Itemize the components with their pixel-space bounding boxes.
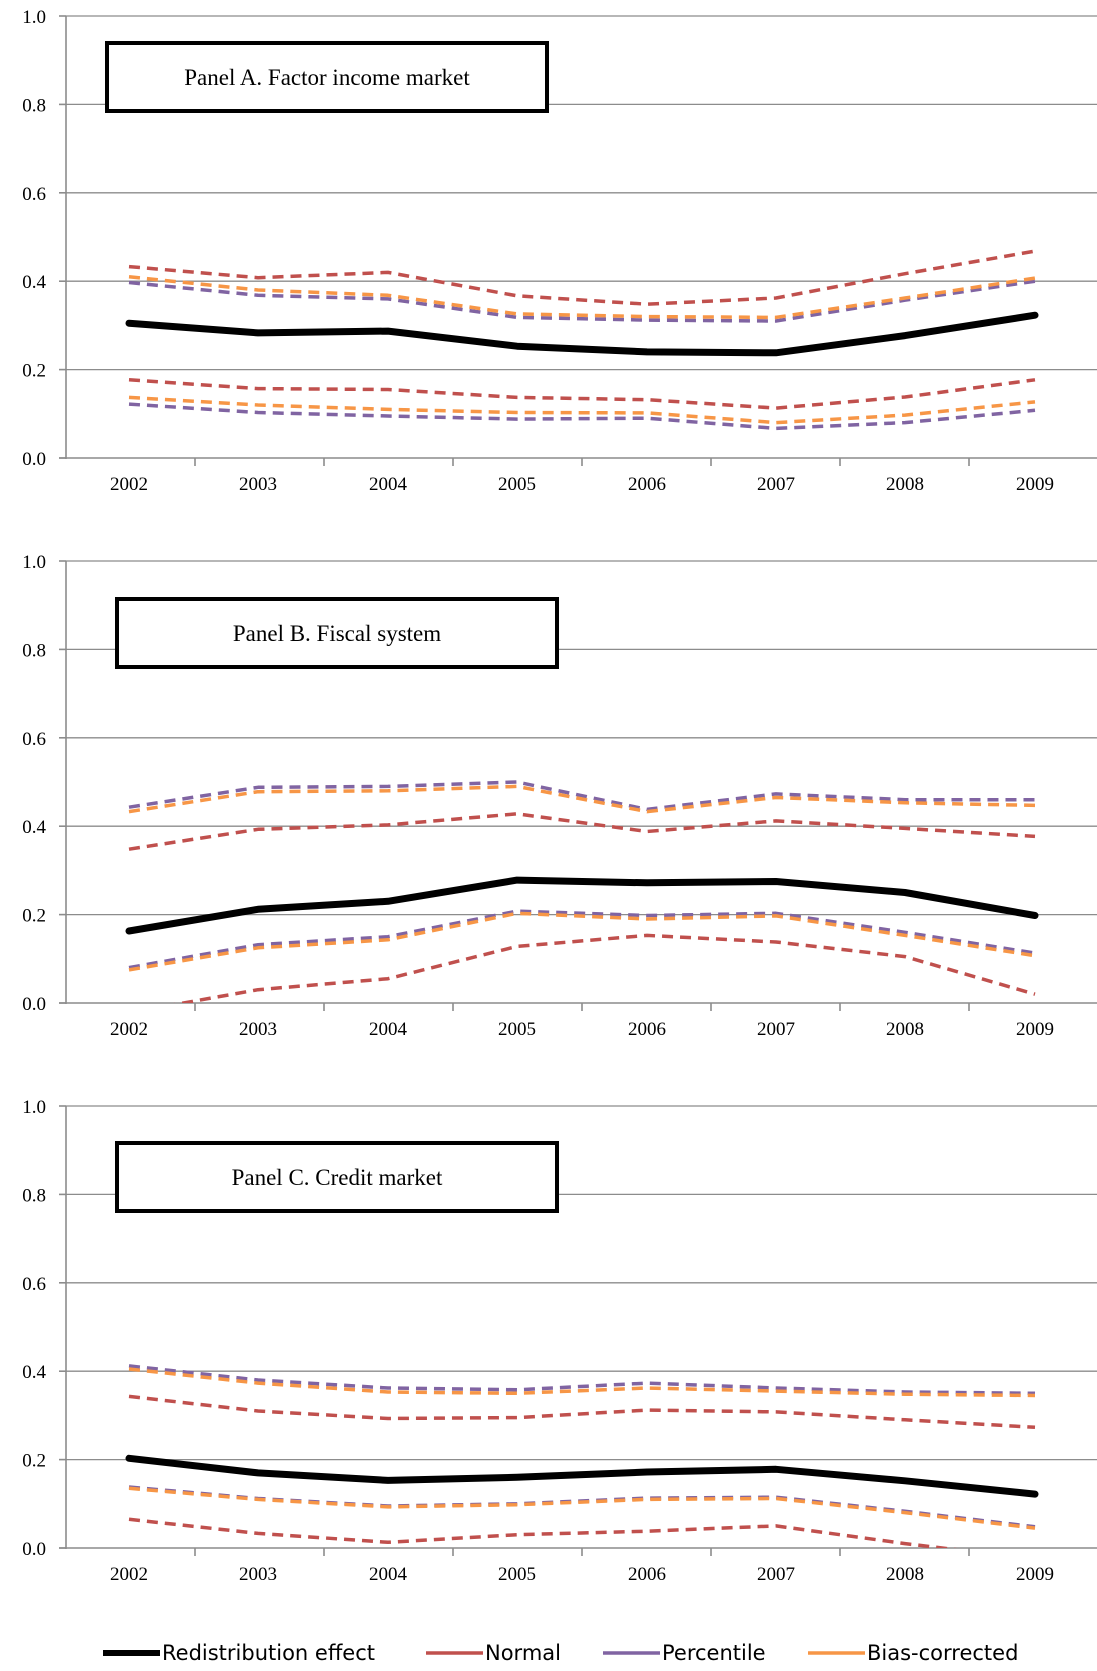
series-line-percentile-lower [128, 402, 1036, 431]
series-line-redistribution [125, 876, 1039, 935]
series-line-redistribution [125, 311, 1039, 357]
x-tick-label: 2007 [757, 1019, 795, 1040]
series-lines [125, 780, 1039, 1003]
panel-b: 0.0 0.2 0.4 0.6 0.8 1.0 2002 2003 2004 2005 2006 20… [22, 552, 1097, 1040]
x-tick-label: 2009 [1016, 474, 1054, 495]
series-line-redistribution [125, 1454, 1039, 1498]
x-tick-label: 2003 [239, 1564, 277, 1585]
y-tick-label: 0.0 [22, 1539, 46, 1560]
series-line-normal-lower [128, 378, 1036, 410]
series-line-normal-upper [128, 1394, 1036, 1430]
legend-label-bias-corrected: Bias-corrected [867, 1641, 1018, 1665]
x-tick-label: 2003 [239, 474, 277, 495]
x-tick-label: 2006 [628, 474, 666, 495]
series-line-percentile-upper [128, 780, 1035, 812]
x-tick-label: 2005 [498, 1019, 536, 1040]
panel-title-box [115, 597, 559, 669]
y-tick-label: 0.4 [22, 1362, 46, 1383]
y-tick-label: 0.6 [22, 1274, 46, 1295]
y-tick-label: 0.4 [22, 272, 46, 293]
x-tick-label: 2003 [239, 1019, 277, 1040]
x-tick-label: 2006 [628, 1564, 666, 1585]
x-tick-label: 2005 [498, 474, 536, 495]
y-tick-label: 0.0 [22, 449, 46, 470]
x-tick-label: 2008 [886, 474, 924, 495]
x-tick-label: 2004 [369, 474, 408, 495]
series-line-bias-lower [128, 1486, 1036, 1530]
series-line-normal-upper [128, 249, 1036, 306]
y-tick-label: 0.4 [22, 817, 46, 838]
panel-title-box [105, 41, 549, 113]
x-tick-label: 2008 [886, 1019, 924, 1040]
y-tick-label: 1.0 [22, 1097, 46, 1118]
y-tick-label: 1.0 [22, 552, 46, 573]
panel-title-box [115, 1141, 559, 1213]
y-tick-label: 0.6 [22, 184, 46, 205]
x-tick-label: 2007 [757, 1564, 795, 1585]
y-tick-label: 0.8 [22, 1185, 46, 1206]
panel-title: Panel A. Factor income market [184, 65, 470, 90]
x-tick-label: 2009 [1016, 1019, 1054, 1040]
panel-title: Panel B. Fiscal system [233, 621, 441, 646]
series-line-normal-upper [128, 812, 1036, 851]
series-line-percentile-lower [128, 1485, 1036, 1529]
series-line-bias-lower [128, 911, 1036, 972]
series-line-percentile-lower [128, 909, 1036, 970]
y-tick-label: 0.2 [22, 1451, 46, 1472]
legend: Redistribution effect Normal Percentile … [103, 1641, 1018, 1665]
y-tick-label: 0.6 [22, 729, 46, 750]
y-tick-label: 0.2 [22, 906, 46, 927]
x-tick-label: 2007 [757, 474, 795, 495]
series-line-percentile-upper [128, 1364, 1036, 1396]
y-tick-label: 0.0 [22, 994, 46, 1015]
legend-label-redistribution: Redistribution effect [162, 1641, 375, 1665]
series-line-normal-lower [128, 1517, 958, 1548]
x-tick-label: 2002 [110, 474, 148, 495]
x-tick-label: 2009 [1016, 1564, 1054, 1585]
series-line-bias-upper [128, 275, 1036, 320]
series-line-normal-lower [173, 933, 1036, 1003]
y-tick-label: 0.8 [22, 95, 46, 116]
series-line-bias-upper [128, 1367, 1036, 1398]
x-tick-label: 2008 [886, 1564, 924, 1585]
panel-title: Panel C. Credit market [232, 1165, 443, 1190]
x-tick-label: 2005 [498, 1564, 536, 1585]
series-line-bias-upper [128, 784, 1036, 814]
series-lines [125, 249, 1039, 431]
x-tick-label: 2004 [369, 1019, 408, 1040]
series-lines [125, 1364, 1039, 1548]
series-line-percentile-upper [128, 279, 1036, 323]
series-line-bias-lower [128, 395, 1036, 425]
x-tick-label: 2002 [110, 1019, 148, 1040]
y-tick-label: 1.0 [22, 7, 46, 28]
x-tick-label: 2004 [369, 1564, 408, 1585]
y-tick-label: 0.8 [22, 640, 46, 661]
legend-label-percentile: Percentile [662, 1641, 766, 1665]
x-tick-label: 2002 [110, 1564, 148, 1585]
panel-c: 0.0 0.2 0.4 0.6 0.8 1.0 2002 2003 2004 2005 2006 20… [22, 1097, 1097, 1585]
x-tick-label: 2006 [628, 1019, 666, 1040]
y-tick-label: 0.2 [22, 361, 46, 382]
panel-a: 0.0 0.2 0.4 0.6 0.8 1.0 2002 2003 2004 2005 2006 20… [22, 7, 1097, 495]
legend-label-normal: Normal [485, 1641, 561, 1665]
